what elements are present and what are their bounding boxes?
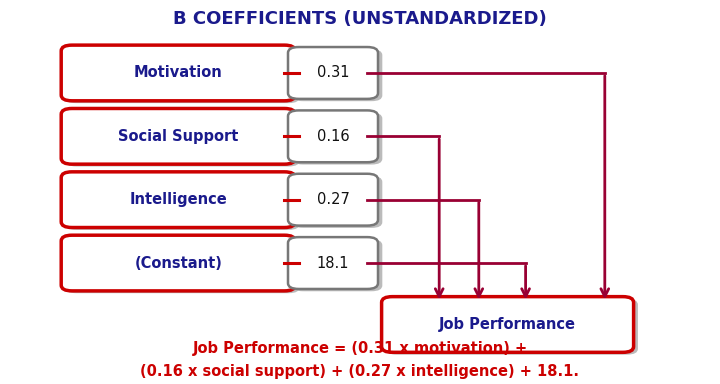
Text: 0.31: 0.31: [317, 65, 349, 81]
FancyBboxPatch shape: [288, 111, 378, 162]
FancyBboxPatch shape: [61, 172, 295, 227]
Text: 0.16: 0.16: [317, 129, 349, 144]
Text: Job Performance = (0.31 x motivation) +: Job Performance = (0.31 x motivation) +: [192, 341, 528, 356]
Text: 0.27: 0.27: [317, 192, 349, 207]
FancyBboxPatch shape: [382, 296, 634, 353]
FancyBboxPatch shape: [66, 111, 300, 167]
FancyBboxPatch shape: [66, 47, 300, 103]
FancyBboxPatch shape: [61, 45, 295, 101]
FancyBboxPatch shape: [386, 299, 638, 355]
Text: Job Performance: Job Performance: [439, 317, 576, 332]
FancyBboxPatch shape: [61, 235, 295, 291]
Text: (0.16 x social support) + (0.27 x intelligence) + 18.1.: (0.16 x social support) + (0.27 x intell…: [140, 364, 580, 379]
Text: Motivation: Motivation: [134, 65, 222, 81]
Text: (Constant): (Constant): [134, 255, 222, 271]
FancyBboxPatch shape: [292, 176, 382, 228]
FancyBboxPatch shape: [292, 50, 382, 101]
Text: Social Support: Social Support: [118, 129, 238, 144]
FancyBboxPatch shape: [292, 240, 382, 291]
FancyBboxPatch shape: [288, 47, 378, 99]
Text: B COEFFICIENTS (UNSTANDARDIZED): B COEFFICIENTS (UNSTANDARDIZED): [173, 10, 547, 28]
Text: 18.1: 18.1: [317, 255, 349, 271]
Text: Intelligence: Intelligence: [130, 192, 227, 207]
FancyBboxPatch shape: [288, 174, 378, 226]
FancyBboxPatch shape: [66, 237, 300, 293]
FancyBboxPatch shape: [292, 113, 382, 164]
FancyBboxPatch shape: [288, 237, 378, 289]
FancyBboxPatch shape: [66, 174, 300, 230]
FancyBboxPatch shape: [61, 109, 295, 164]
